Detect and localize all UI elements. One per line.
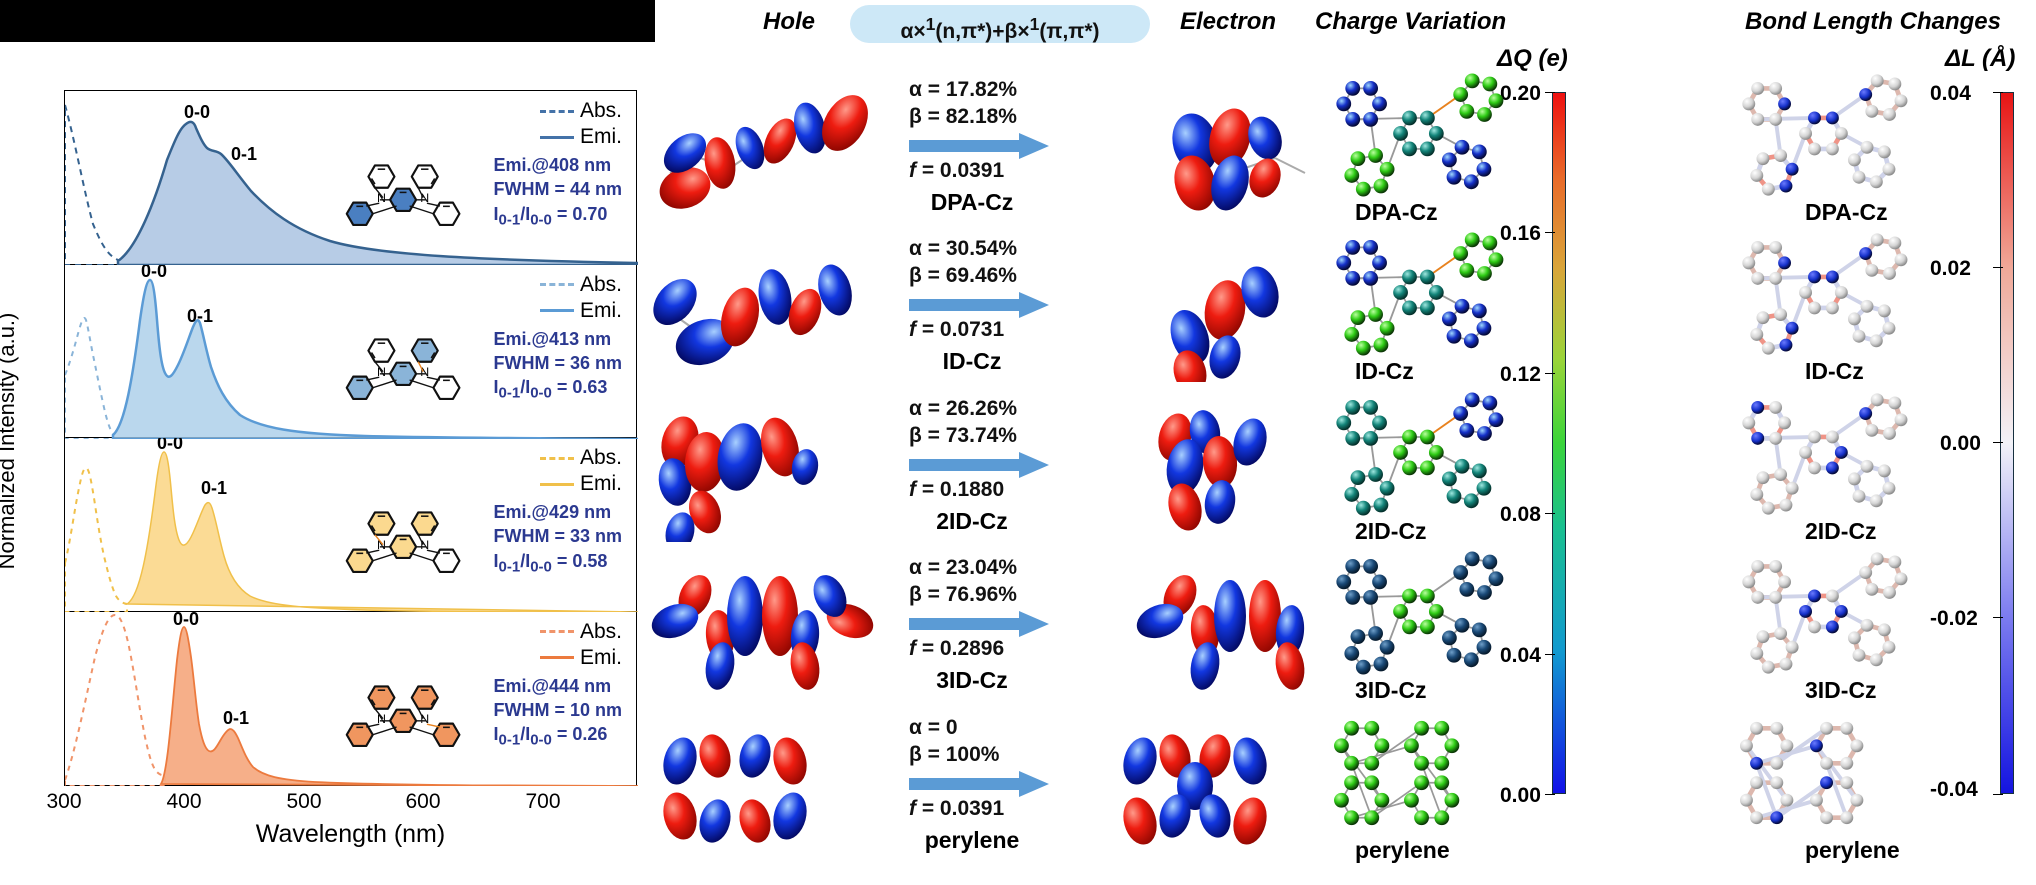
svg-text:0-0: 0-0 xyxy=(173,612,199,629)
svg-text:0-0: 0-0 xyxy=(184,102,210,122)
svg-text:0-0: 0-0 xyxy=(157,438,183,453)
svg-text:0-1: 0-1 xyxy=(223,708,249,728)
svg-text:0-1: 0-1 xyxy=(201,478,227,498)
svg-text:0-1: 0-1 xyxy=(231,144,257,164)
svg-text:0-0: 0-0 xyxy=(141,265,167,281)
svg-text:0-1: 0-1 xyxy=(187,306,213,326)
